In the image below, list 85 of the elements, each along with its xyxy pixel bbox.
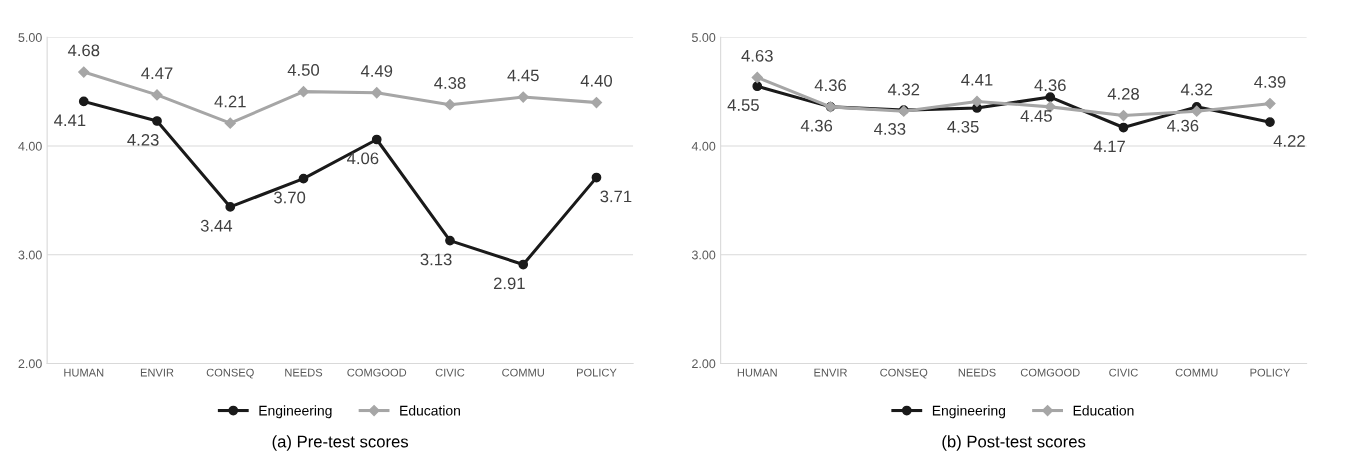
x-tick-label: ENVIR [814, 368, 847, 377]
x-tick-label: CONSEQ [206, 368, 254, 379]
point [1191, 105, 1203, 117]
x-tick-label: COMMU [502, 368, 544, 377]
point [1117, 109, 1130, 122]
x-tick-label: CONSEQ [880, 368, 928, 379]
data-label: 4.35 [947, 120, 979, 133]
x-tick-label: COMGOOD [347, 368, 407, 377]
point [751, 71, 763, 84]
data-label: 4.45 [1020, 110, 1052, 122]
data-label: 4.55 [727, 99, 759, 111]
x-tick-label: POLICY [577, 368, 617, 377]
data-label: 3.44 [200, 219, 233, 232]
point [152, 116, 162, 126]
data-label: 4.49 [360, 65, 393, 77]
data-label: 4.68 [67, 44, 100, 57]
y-tick-label: 4.00 [691, 141, 716, 151]
data-label: 3.70 [274, 191, 306, 204]
data-label: 4.21 [214, 95, 246, 108]
text: (b) Post-test scores [942, 435, 1086, 451]
x-tick-label: COMMU [1175, 368, 1218, 377]
point [1118, 122, 1129, 133]
point [78, 96, 89, 107]
x-tick-label: CIVIC [1109, 368, 1138, 377]
y-tick-label: 3.00 [18, 250, 42, 260]
data-label: 4.33 [874, 123, 906, 135]
point [371, 134, 382, 145]
x-tick-label: COMGOOD [1020, 368, 1080, 377]
data-label: 4.28 [1107, 87, 1139, 100]
x-tick-label: HUMAN [737, 368, 777, 377]
data-label: 4.36 [800, 119, 833, 132]
legend-label: Engineering [259, 405, 332, 419]
point [445, 235, 455, 246]
data-label: 4.17 [1093, 140, 1125, 153]
text: (a) Pre-test scores [272, 435, 409, 451]
legend-label: Engineering [932, 405, 1006, 419]
point [298, 173, 309, 184]
data-label: 4.45 [507, 69, 539, 82]
x-tick-label: HUMAN [64, 368, 104, 377]
legend-label: Education [400, 405, 460, 416]
point [971, 95, 983, 108]
x-tick-label: CIVIC [435, 368, 465, 377]
data-label: 4.23 [127, 133, 159, 146]
data-label: 4.41 [54, 114, 86, 127]
legend-label: Education [1073, 405, 1134, 416]
data-label: 4.22 [1273, 135, 1305, 147]
y-tick-label: 4.00 [18, 141, 42, 151]
data-label: 4.36 [814, 79, 846, 92]
point [517, 91, 529, 103]
data-label: 3.13 [420, 253, 452, 266]
point [591, 172, 602, 183]
data-label: 4.40 [580, 74, 613, 87]
point [1265, 117, 1275, 127]
point [225, 202, 236, 212]
data-label: 4.32 [887, 83, 920, 96]
point [518, 259, 529, 270]
data-label: 4.38 [434, 77, 466, 89]
x-tick-label: NEEDS [285, 368, 323, 377]
data-label: 4.36 [1167, 119, 1199, 132]
point [1264, 98, 1276, 110]
data-label: 4.47 [141, 67, 173, 79]
data-label: 2.91 [493, 277, 525, 290]
x-tick-label: POLICY [1250, 368, 1291, 377]
data-label: 4.41 [961, 74, 993, 86]
data-label: 4.50 [287, 64, 320, 76]
data-label: 4.39 [1254, 76, 1286, 88]
point [224, 117, 236, 129]
x-tick-label: NEEDS [958, 368, 996, 377]
x-tick-label: ENVIR [140, 368, 174, 377]
point [1045, 92, 1056, 102]
y-tick-label: 2.00 [692, 359, 716, 369]
point [371, 87, 383, 99]
y-tick-label: 2.00 [18, 359, 42, 369]
data-label: 4.32 [1180, 83, 1213, 96]
point [752, 81, 763, 92]
y-tick-label: 5.00 [18, 33, 42, 42]
data-label: 4.06 [347, 152, 379, 165]
point [444, 99, 456, 111]
y-tick-label: 5.00 [691, 33, 716, 42]
data-label: 4.36 [1034, 79, 1066, 92]
y-tick-label: 3.00 [691, 250, 716, 260]
data-label: 3.71 [600, 190, 632, 203]
point [78, 66, 90, 78]
point [590, 96, 603, 109]
data-label: 4.63 [741, 49, 773, 62]
